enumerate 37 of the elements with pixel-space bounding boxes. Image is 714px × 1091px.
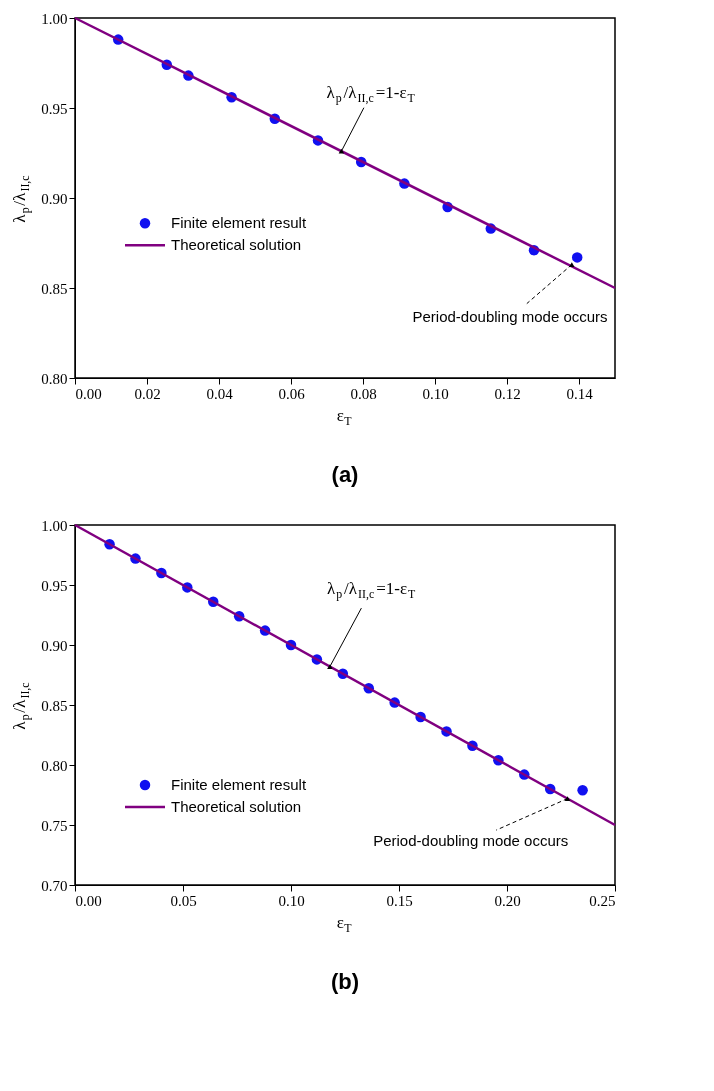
x-tick-label: 0.00	[75, 385, 102, 402]
x-tick-label: 0.08	[350, 385, 377, 402]
y-tick-label: 0.80	[41, 370, 68, 387]
y-tick-label: 0.70	[41, 877, 68, 894]
y-tick-label: 0.85	[41, 280, 68, 297]
text: (a)	[331, 462, 359, 487]
y-tick-label: 0.85	[41, 697, 68, 714]
y-tick-label: 0.95	[41, 100, 68, 117]
annotation: Period-doubling mode occurs	[373, 831, 569, 849]
legend-label: Theoretical solution	[171, 798, 302, 815]
x-tick-label: 0.02	[134, 385, 161, 402]
legend-label: Finite element result	[171, 776, 307, 793]
x-tick-label: 0.00	[75, 892, 102, 909]
y-axis-title: λp/λII,c	[10, 682, 33, 730]
legend-label: Theoretical solution	[171, 236, 302, 254]
y-tick-label: 0.90	[41, 637, 68, 654]
y-tick-label: 0.90	[41, 190, 68, 207]
y-axis-title: λp/λII,c	[10, 175, 33, 223]
x-tick-label: 0.12	[494, 385, 521, 402]
x-tick-label: 0.25	[589, 892, 616, 909]
annotation: Period-doubling mode occurs	[412, 307, 608, 325]
y-tick-label: 1.00	[41, 517, 68, 534]
y-tick-label: 0.80	[41, 757, 68, 774]
x-tick-label: 0.06	[278, 385, 306, 402]
x-tick-label: 0.04	[206, 385, 234, 402]
text: (b)	[330, 969, 360, 994]
y-tick-label: 1.00	[41, 10, 68, 27]
x-tick-label: 0.05	[170, 892, 197, 909]
x-tick-label: 0.15	[386, 892, 413, 909]
y-tick-label: 0.75	[41, 817, 68, 834]
x-tick-label: 0.20	[494, 892, 521, 909]
legend-label: Finite element result	[171, 214, 307, 232]
x-tick-label: 0.14	[566, 385, 594, 402]
point	[571, 252, 583, 263]
x-tick-label: 0.10	[422, 385, 449, 402]
x-tick-label: 0.10	[278, 892, 305, 909]
y-tick-label: 0.95	[41, 577, 68, 594]
